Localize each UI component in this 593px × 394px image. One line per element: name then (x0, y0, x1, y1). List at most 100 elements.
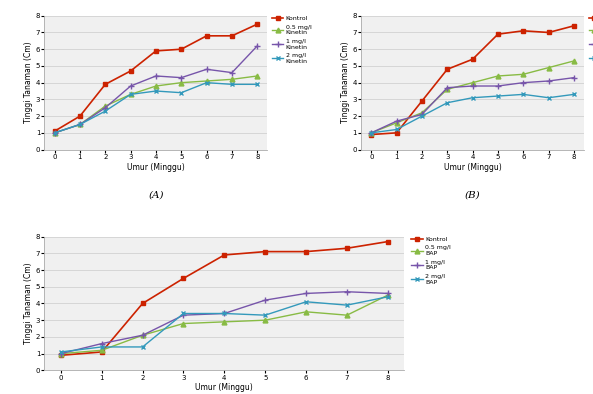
1 mg/l
BAP (221, 311, 228, 316)
1 mg/l
2 iP (368, 130, 375, 135)
0.5 mg/l
BAP (180, 321, 187, 326)
2 mg/l
BAP (58, 349, 65, 354)
Line: 0.5 mg/l
2 iP: 0.5 mg/l 2 iP (369, 58, 576, 135)
2 mg/l
2 iP (393, 127, 400, 132)
1 mg/l
Kinetin (76, 122, 84, 127)
Kontrol (262, 249, 269, 254)
2 mg/l
Kinetin (152, 89, 160, 93)
Line: 2 mg/l
2 iP: 2 mg/l 2 iP (369, 92, 576, 135)
Kontrol (384, 239, 391, 244)
Kontrol (228, 33, 235, 38)
2 mg/l
2 iP (519, 92, 527, 97)
0.5 mg/l
Kinetin (254, 74, 261, 78)
Kontrol (58, 353, 65, 358)
Title: (B): (B) (465, 190, 480, 199)
1 mg/l
Kinetin (254, 43, 261, 48)
Line: Kontrol: Kontrol (369, 23, 576, 137)
2 mg/l
2 iP (570, 92, 578, 97)
Kontrol (469, 57, 476, 61)
Kontrol (76, 114, 84, 119)
2 mg/l
Kinetin (203, 80, 210, 85)
Line: 1 mg/l
Kinetin: 1 mg/l Kinetin (52, 43, 260, 136)
Line: 2 mg/l
Kinetin: 2 mg/l Kinetin (52, 80, 260, 135)
1 mg/l
BAP (58, 351, 65, 356)
Kontrol (393, 130, 400, 135)
Kontrol (178, 47, 185, 52)
Line: 0.5 mg/l
Kinetin: 0.5 mg/l Kinetin (52, 74, 260, 135)
2 mg/l
BAP (180, 311, 187, 316)
2 mg/l
2 iP (419, 114, 426, 119)
2 mg/l
BAP (262, 313, 269, 318)
2 mg/l
Kinetin (178, 90, 185, 95)
1 mg/l
2 iP (545, 79, 552, 84)
2 mg/l
BAP (343, 303, 350, 307)
2 mg/l
Kinetin (254, 82, 261, 87)
0.5 mg/l
BAP (343, 313, 350, 318)
Kontrol (495, 32, 502, 37)
2 mg/l
2 iP (545, 95, 552, 100)
1 mg/l
2 iP (519, 80, 527, 85)
Kontrol (98, 349, 106, 354)
Kontrol (343, 246, 350, 251)
1 mg/l
2 iP (419, 112, 426, 117)
Kontrol (139, 301, 146, 306)
Legend: Kontrol, 0.5 mg/l
Kinetin, 1 mg/l
Kinetin, 2 mg/l
Kinetin: Kontrol, 0.5 mg/l Kinetin, 1 mg/l Kineti… (272, 16, 311, 64)
1 mg/l
2 iP (570, 75, 578, 80)
2 mg/l
BAP (221, 311, 228, 316)
2 mg/l
BAP (139, 345, 146, 349)
Kontrol (203, 33, 210, 38)
2 mg/l
Kinetin (102, 109, 109, 113)
0.5 mg/l
2 iP (545, 65, 552, 70)
2 mg/l
BAP (384, 294, 391, 299)
Legend: Kontrol, 0.5 mg/l
BAP, 1 mg/l
BAP, 2 mg/l
BAP: Kontrol, 0.5 mg/l BAP, 1 mg/l BAP, 2 mg/… (412, 236, 451, 284)
1 mg/l
BAP (180, 313, 187, 318)
X-axis label: Umur (Minggu): Umur (Minggu) (196, 383, 253, 392)
0.5 mg/l
Kinetin (228, 77, 235, 82)
1 mg/l
BAP (98, 341, 106, 346)
Kontrol (444, 67, 451, 72)
0.5 mg/l
Kinetin (51, 130, 58, 135)
0.5 mg/l
Kinetin (203, 79, 210, 84)
Kontrol (102, 82, 109, 87)
Legend: Kontrol, 0.5 mg/l
2 iP, 1 mg/l
2 iP, 2 mg/l
2 iP: Kontrol, 0.5 mg/l 2 iP, 1 mg/l 2 iP, 2 m… (589, 16, 593, 64)
2 mg/l
Kinetin (51, 130, 58, 135)
Kontrol (545, 30, 552, 35)
Line: 1 mg/l
2 iP: 1 mg/l 2 iP (368, 75, 577, 136)
Kontrol (127, 69, 134, 73)
2 mg/l
BAP (302, 299, 310, 304)
0.5 mg/l
BAP (98, 348, 106, 353)
0.5 mg/l
2 iP (570, 59, 578, 63)
Y-axis label: Tinggi Tanaman (Cm): Tinggi Tanaman (Cm) (24, 42, 33, 123)
0.5 mg/l
2 iP (419, 110, 426, 115)
0.5 mg/l
2 iP (469, 80, 476, 85)
0.5 mg/l
BAP (262, 318, 269, 323)
1 mg/l
Kinetin (228, 70, 235, 75)
2 mg/l
2 iP (469, 95, 476, 100)
Kontrol (519, 28, 527, 33)
0.5 mg/l
BAP (139, 333, 146, 338)
2 mg/l
BAP (98, 345, 106, 349)
0.5 mg/l
BAP (58, 351, 65, 356)
Kontrol (368, 132, 375, 137)
X-axis label: Umur (Minggu): Umur (Minggu) (444, 162, 502, 171)
0.5 mg/l
Kinetin (76, 122, 84, 127)
Kontrol (180, 276, 187, 281)
1 mg/l
BAP (302, 291, 310, 296)
0.5 mg/l
Kinetin (152, 84, 160, 88)
Kontrol (254, 22, 261, 26)
2 mg/l
2 iP (444, 100, 451, 105)
Line: 2 mg/l
BAP: 2 mg/l BAP (58, 294, 390, 354)
Title: (A): (A) (148, 190, 164, 199)
0.5 mg/l
Kinetin (178, 80, 185, 85)
2 mg/l
2 iP (495, 94, 502, 98)
1 mg/l
BAP (384, 291, 391, 296)
1 mg/l
2 iP (495, 84, 502, 88)
Kontrol (419, 99, 426, 104)
Y-axis label: Tinggi Tanaman (Cm): Tinggi Tanaman (Cm) (340, 42, 350, 123)
1 mg/l
BAP (139, 333, 146, 338)
0.5 mg/l
Kinetin (102, 104, 109, 108)
2 mg/l
2 iP (368, 130, 375, 135)
1 mg/l
Kinetin (203, 67, 210, 72)
0.5 mg/l
2 iP (495, 74, 502, 78)
Kontrol (221, 253, 228, 257)
